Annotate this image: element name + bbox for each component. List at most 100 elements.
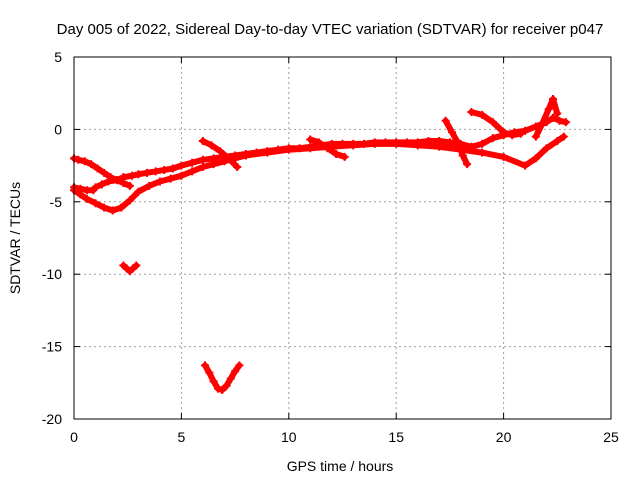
data-point [209, 160, 218, 169]
data-point [166, 174, 175, 183]
data-point [213, 384, 222, 393]
data-point [231, 367, 240, 376]
data-point [458, 151, 467, 160]
data-point [538, 119, 547, 128]
data-point [441, 116, 450, 125]
data-point [549, 94, 558, 103]
data-point [76, 190, 85, 199]
data-point [413, 141, 422, 150]
data-point [216, 147, 225, 156]
data-point [454, 139, 463, 148]
data-point [132, 261, 141, 270]
series-cluster-minus-17 [201, 361, 244, 395]
data-point [314, 138, 323, 147]
data-point [151, 167, 160, 176]
data-point [463, 160, 472, 169]
data-point [74, 155, 83, 164]
chart-title: Day 005 of 2022, Sidereal Day-to-day VTE… [57, 21, 604, 38]
data-point [516, 129, 525, 138]
data-point [145, 181, 154, 190]
data-point [284, 145, 293, 154]
data-point [445, 138, 454, 147]
x-tick-label: 0 [70, 429, 78, 445]
x-tick-label: 25 [603, 429, 619, 445]
series-cluster-minus-10 [119, 261, 141, 276]
data-point [127, 171, 136, 180]
data-point [112, 176, 121, 185]
data-point [306, 144, 315, 153]
data-point [349, 141, 358, 150]
data-point [82, 194, 91, 203]
data-point [559, 132, 568, 141]
data-point [87, 160, 96, 169]
data-point [134, 170, 143, 179]
y-tick-labels: -20 -15 -10 -5 0 5 [42, 49, 62, 427]
y-tick-label: -20 [42, 411, 62, 427]
data-point [80, 157, 89, 166]
y-axis-label: SDTVAR / TECUs [7, 182, 23, 294]
data-point [263, 148, 272, 157]
data-point [435, 142, 444, 151]
data-point [340, 152, 349, 161]
data-point [205, 368, 214, 377]
series-late-peak-branch [531, 94, 562, 141]
data-point [97, 180, 106, 189]
data-point [561, 118, 570, 127]
data-point [125, 181, 134, 190]
data-point [226, 374, 235, 383]
data-point [448, 128, 457, 137]
data-point [370, 139, 379, 148]
data-point [198, 163, 207, 172]
data-point [521, 126, 530, 135]
series-dip-branch-b [306, 135, 349, 161]
y-tick-label: -10 [42, 266, 62, 282]
data-point [209, 377, 218, 386]
data-point [306, 135, 315, 144]
data-point [233, 163, 242, 172]
data-point [168, 164, 177, 173]
data-point [188, 158, 197, 167]
data-point [478, 110, 487, 119]
data-point [241, 151, 250, 160]
data-point [323, 144, 332, 153]
data-point [117, 203, 126, 212]
data-point [521, 161, 530, 170]
data-point [555, 116, 564, 125]
data-point [549, 113, 558, 122]
series-early-upper-branch [70, 154, 134, 190]
x-tick-label: 20 [496, 429, 512, 445]
data-point [224, 154, 233, 163]
data-point [100, 168, 109, 177]
plot-frame [73, 56, 612, 420]
data-point [177, 161, 186, 170]
x-tick-label: 15 [388, 429, 404, 445]
data-point [198, 155, 207, 164]
grid-lines [74, 57, 611, 419]
data-point [93, 164, 102, 173]
data-point [91, 183, 100, 192]
data-point [478, 139, 487, 148]
data-point [488, 118, 497, 127]
data-point [499, 128, 508, 137]
data-point [332, 150, 341, 159]
data-point [235, 361, 244, 370]
data-point [108, 206, 117, 215]
data-point [467, 108, 476, 117]
data-point [100, 203, 109, 212]
data-point [222, 381, 231, 390]
data-point [218, 386, 227, 395]
data-point [134, 187, 143, 196]
y-tick-label: -15 [42, 339, 62, 355]
data-point [155, 177, 164, 186]
data-point [553, 136, 562, 145]
series-peak-branch [441, 116, 472, 169]
x-axis-label: GPS time / hours [287, 458, 394, 474]
series-dip-branch-a [198, 136, 242, 172]
data-point [508, 131, 517, 140]
data-point [488, 134, 497, 143]
y-tick-label: 0 [54, 121, 62, 137]
y-tick-label: -5 [50, 194, 63, 210]
data-point [188, 167, 197, 176]
